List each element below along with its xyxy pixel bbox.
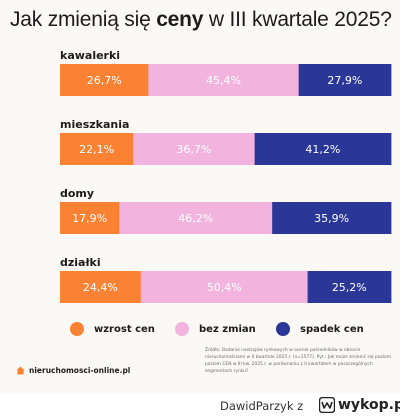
value-label-mieszkania-wzrost-cen: 22,1%: [79, 143, 114, 156]
value-label-kawalerki-spadek-cen: 27,9%: [327, 74, 362, 87]
bar-segment-mieszkania-spadek-cen: [254, 133, 392, 165]
stacked-bar-chart: kawalerki 26,7% 45,4% 27,9% mieszkania 22,1% 3…: [60, 49, 392, 303]
brand-logo: nieruchomosci-online.pl: [16, 366, 130, 375]
chart-title-prefix: Jak zmienią się: [10, 8, 157, 31]
bar-segment-domy-bez-zmian: [119, 202, 273, 234]
value-label-domy-bez-zmian: 46,2%: [178, 212, 213, 225]
legend-swatch-wzrost: [70, 322, 84, 336]
legend-swatch-bez-zmian: [175, 322, 189, 336]
bar-segment-mieszkania-wzrost-cen: [60, 133, 134, 165]
category-label-kawalerki: kawalerki: [60, 49, 120, 62]
watermark-site: wykop.pl: [338, 397, 400, 413]
watermark-text: DawidParzyk z: [220, 399, 303, 413]
bar-segment-domy-wzrost-cen: [60, 202, 120, 234]
chart-title-bold: ceny: [156, 8, 204, 31]
legend-swatch-spadek: [276, 322, 290, 336]
brand-name: nieruchomosci-online.pl: [29, 366, 131, 375]
watermark-logo: wykop.pl: [319, 397, 400, 413]
bar-segment-mieszkania-bez-zmian: [133, 133, 256, 165]
value-label-dzialki-bez-zmian: 50,4%: [207, 281, 242, 294]
value-label-kawalerki-wzrost-cen: 26,7%: [87, 74, 122, 87]
bar-segment-kawalerki-wzrost-cen: [60, 64, 149, 96]
category-label-domy: domy: [60, 187, 94, 200]
watermark-user: DawidParzyk: [220, 399, 294, 413]
bar-segment-kawalerki-bez-zmian: [148, 64, 300, 96]
category-label-mieszkania: mieszkania: [60, 118, 129, 131]
house-icon: [16, 366, 25, 375]
legend-label-bez-zmian: bez zmian: [199, 323, 256, 335]
bar-segment-dzialki-wzrost-cen: [60, 271, 142, 303]
chart-legend: wzrost cen bez zmian spadek cen: [0, 320, 400, 342]
legend-item-spadek: spadek cen: [276, 320, 364, 338]
value-label-mieszkania-spadek-cen: 41,2%: [305, 143, 340, 156]
wykop-logo-icon: [319, 397, 335, 413]
bar-segment-domy-spadek-cen: [272, 202, 392, 234]
legend-item-wzrost: wzrost cen: [70, 320, 155, 338]
legend-item-bez-zmian: bez zmian: [175, 320, 256, 338]
value-label-kawalerki-bez-zmian: 45,4%: [206, 74, 241, 87]
value-label-domy-wzrost-cen: 17,9%: [72, 212, 107, 225]
legend-label-wzrost: wzrost cen: [94, 323, 155, 335]
value-label-dzialki-wzrost-cen: 24,4%: [83, 281, 118, 294]
value-label-domy-spadek-cen: 35,9%: [314, 212, 349, 225]
watermark-bar: DawidParzyk z wykop.pl: [0, 393, 400, 420]
chart-title-suffix: w III kwartale 2025?: [203, 8, 392, 31]
value-label-dzialki-spadek-cen: 25,2%: [332, 281, 367, 294]
bar-segment-kawalerki-spadek-cen: [298, 64, 392, 96]
bar-segment-dzialki-bez-zmian: [140, 271, 308, 303]
bar-segment-dzialki-spadek-cen: [307, 271, 392, 303]
watermark-separator: z: [297, 399, 304, 413]
legend-label-spadek: spadek cen: [300, 323, 364, 335]
chart-card: Jak zmienią się ceny w III kwartale 2025…: [0, 8, 400, 375]
value-label-mieszkania-bez-zmian: 36,7%: [176, 143, 211, 156]
chart-title: Jak zmienią się ceny w III kwartale 2025…: [10, 8, 392, 32]
category-label-dzialki: działki: [60, 256, 101, 269]
source-note: Źródło: Badanie nastrojów rynkowych w oc…: [205, 348, 391, 374]
